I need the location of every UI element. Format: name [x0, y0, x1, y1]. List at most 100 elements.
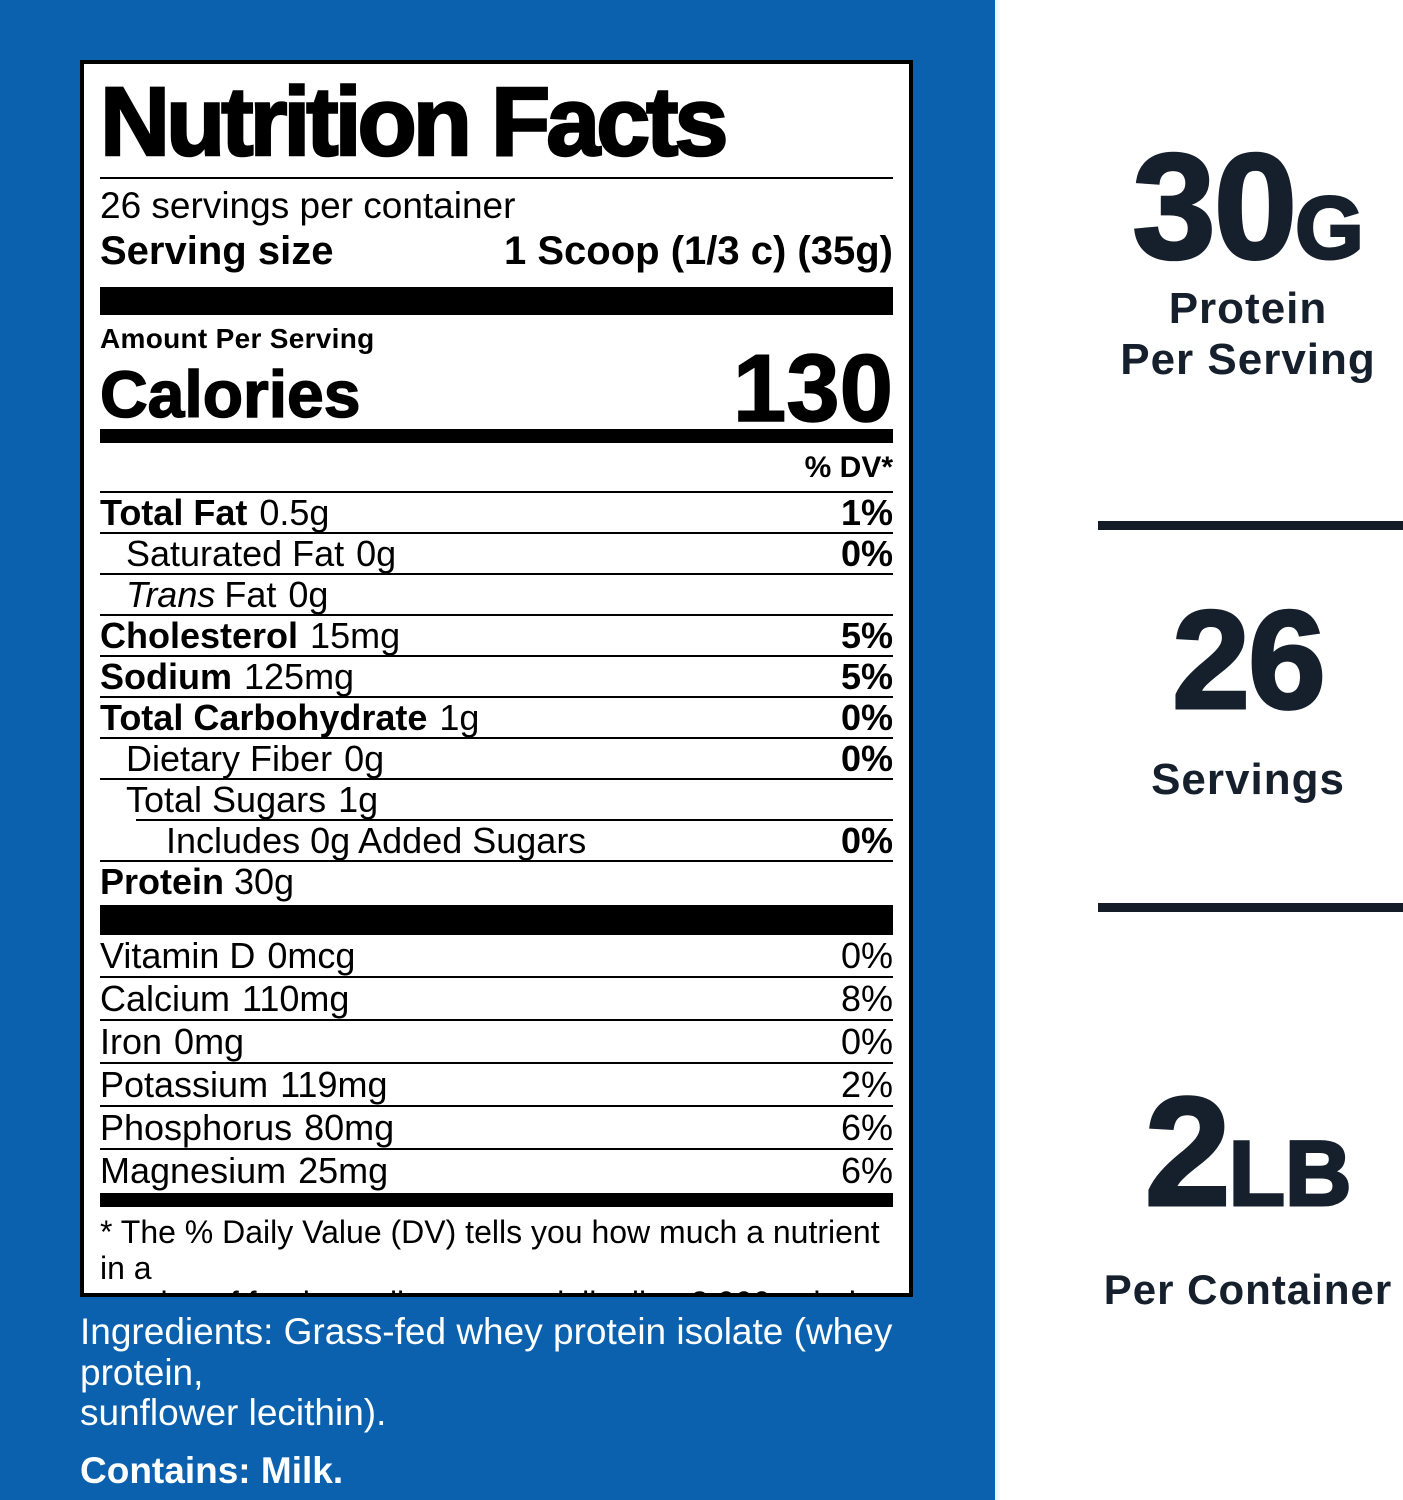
- stat-number: 26: [1171, 581, 1328, 738]
- nutrient-name: Saturated Fat: [126, 533, 345, 575]
- nutrient-name: Total Fat: [100, 492, 248, 534]
- stat-caption-line: Per Container: [1103, 1266, 1393, 1313]
- nutrient-row-protein: Protein 30g: [100, 860, 893, 901]
- nutrient-row-added-sugars: Includes 0g Added Sugars 0%: [136, 819, 893, 860]
- nutrient-row-trans-fat: Trans Fat 0g: [100, 573, 893, 614]
- stat-divider: [1098, 521, 1403, 530]
- nutrient-name: Total Carbohydrate: [100, 697, 428, 739]
- nutrient-amount: 0.5g: [259, 492, 330, 534]
- nutrient-row-cholesterol: Cholesterol 15mg 5%: [100, 614, 893, 655]
- stat-number: 2: [1143, 1065, 1232, 1238]
- nutrition-label: Nutrition Facts 26 servings per containe…: [80, 60, 913, 1297]
- ingredients-line: Ingredients: Grass-fed whey protein isol…: [80, 1311, 893, 1393]
- vitamin-name: Vitamin D: [100, 935, 256, 977]
- stat-divider: [1098, 903, 1403, 912]
- nutrient-amount: 1g: [338, 779, 379, 821]
- vitamin-dv: 6%: [840, 1150, 893, 1192]
- vitamin-row-magnesium: Magnesium 25mg 6%: [100, 1148, 893, 1191]
- medium-divider-bar: [100, 429, 893, 444]
- vitamin-dv: 2%: [840, 1064, 893, 1106]
- nutrient-amount: 0g: [344, 738, 385, 780]
- stat-servings: 26 Servings: [1093, 588, 1403, 805]
- stat-unit: G: [1294, 178, 1365, 277]
- nutrient-row-total-sugars: Total Sugars 1g: [100, 778, 893, 819]
- vitamin-amount: 25mg: [298, 1150, 389, 1192]
- stat-per-container: 2LB Per Container: [1093, 1073, 1403, 1315]
- nutrient-dv: 0%: [840, 697, 893, 739]
- stat-caption-line: Protein: [1168, 284, 1328, 333]
- serving-size-row: Serving size 1 Scoop (1/3 c) (35g): [100, 229, 893, 273]
- label-title: Nutrition Facts: [99, 67, 730, 176]
- stat-caption: Per Container: [1093, 1266, 1403, 1315]
- calories-value: 130: [732, 335, 894, 443]
- right-panel: 30G Protein Per Serving 26 Servings 2LB …: [995, 0, 1403, 1500]
- vitamin-row-calcium: Calcium 110mg 8%: [100, 976, 893, 1019]
- stat-number: 30: [1131, 122, 1299, 290]
- nutrient-dv: 0%: [840, 738, 893, 780]
- vitamin-name: Phosphorus: [100, 1107, 293, 1149]
- vitamin-amount: 0mg: [174, 1021, 245, 1063]
- stat-protein-per-serving: 30G Protein Per Serving: [1093, 130, 1403, 385]
- nutrient-amount: 0g: [356, 533, 397, 575]
- serving-size-value: 1 Scoop (1/3 c) (35g): [504, 229, 893, 274]
- title-rule: [100, 177, 893, 180]
- vitamin-name: Calcium: [100, 978, 231, 1020]
- medium-divider-bar: [100, 1193, 893, 1208]
- ingredients-line: sunflower lecithin).: [80, 1392, 387, 1434]
- vitamin-row-vitamin-d: Vitamin D 0mcg 0%: [100, 935, 893, 976]
- ingredients-text: Ingredients: Grass-fed whey protein isol…: [80, 1311, 960, 1434]
- nutrient-row-dietary-fiber: Dietary Fiber 0g 0%: [100, 737, 893, 778]
- nutrient-amount: 30g: [234, 861, 295, 903]
- footnote: * The % Daily Value (DV) tells you how m…: [100, 1207, 893, 1293]
- amount-per-serving-label: Amount Per Serving: [100, 323, 375, 355]
- footnote-line: * The % Daily Value (DV) tells you how m…: [100, 1214, 880, 1286]
- vitamin-name: Iron: [100, 1021, 163, 1063]
- ingredients-block: Ingredients: Grass-fed whey protein isol…: [80, 1311, 960, 1492]
- vitamin-row-iron: Iron 0mg 0%: [100, 1019, 893, 1062]
- nutrient-amount: 15mg: [310, 615, 401, 657]
- calories-row: Calories 130: [99, 335, 894, 443]
- stat-value: 26: [1093, 588, 1403, 731]
- stat-value: 2LB: [1093, 1073, 1403, 1231]
- nutrient-name: Total Sugars: [126, 779, 327, 821]
- nutrient-row-sodium: Sodium 125mg 5%: [100, 655, 893, 696]
- nutrient-dv: 0%: [840, 820, 893, 862]
- stat-caption-line: Servings: [1151, 755, 1345, 804]
- vitamin-name: Potassium: [100, 1064, 269, 1106]
- vitamin-dv: 6%: [840, 1107, 893, 1149]
- nutrient-dv: 5%: [840, 656, 893, 698]
- nutrient-name: Cholesterol: [100, 615, 299, 657]
- footnote-line: serving of food contributes to a daily d…: [100, 1285, 893, 1293]
- nutrient-row-total-fat: Total Fat 0.5g 1%: [100, 491, 893, 532]
- vitamin-row-potassium: Potassium 119mg 2%: [100, 1062, 893, 1105]
- vitamin-name: Magnesium: [100, 1150, 287, 1192]
- nutrient-name: Sodium: [100, 656, 232, 698]
- nutrient-name: Fat: [224, 574, 277, 616]
- serving-size-label: Serving size: [100, 229, 334, 274]
- vitamin-dv: 8%: [840, 978, 893, 1020]
- vitamin-amount: 0mcg: [267, 935, 356, 977]
- servings-per-container: 26 servings per container: [100, 185, 516, 227]
- nutrient-name-italic: Trans: [126, 574, 216, 616]
- vitamin-amount: 80mg: [304, 1107, 395, 1149]
- vitamin-amount: 110mg: [242, 978, 350, 1020]
- nutrient-dv: 5%: [840, 615, 893, 657]
- vitamin-dv: 0%: [840, 935, 893, 977]
- thick-divider-bar: [100, 905, 893, 936]
- nutrient-dv: 0%: [840, 533, 893, 575]
- nutrient-amount: 1g: [439, 697, 480, 739]
- nutrient-name: Protein: [100, 861, 225, 903]
- nutrient-row-saturated-fat: Saturated Fat 0g 0%: [100, 532, 893, 573]
- nutrient-name: Includes 0g Added Sugars: [166, 820, 587, 862]
- thick-divider-bar: [100, 287, 893, 316]
- calories-label: Calories: [99, 356, 361, 431]
- stat-caption: Protein Per Serving: [1093, 283, 1403, 385]
- nutrient-name: Dietary Fiber: [126, 738, 333, 780]
- stat-caption-line: Per Serving: [1120, 335, 1376, 385]
- stat-value: 30G: [1093, 130, 1403, 283]
- vitamin-amount: 119mg: [280, 1064, 388, 1106]
- vitamin-dv: 0%: [840, 1021, 893, 1063]
- daily-value-header: % DV*: [804, 451, 893, 485]
- stat-caption: Servings: [1093, 754, 1403, 805]
